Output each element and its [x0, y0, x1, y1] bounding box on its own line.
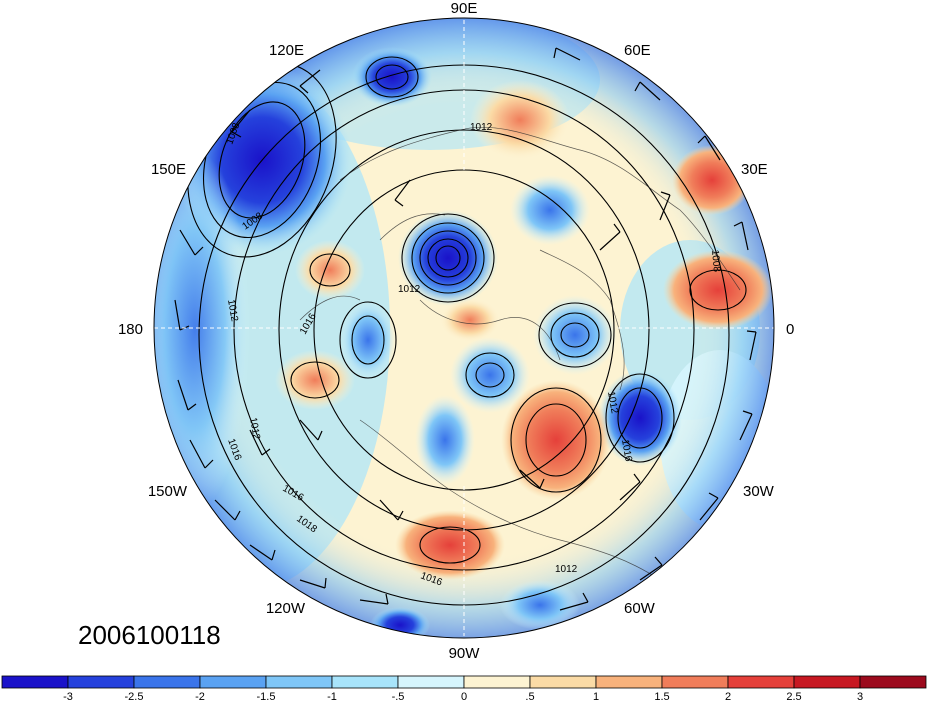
anomaly-neg-small-north — [352, 47, 432, 107]
isobar-label: 1008 — [709, 249, 722, 273]
colorbar-swatch — [661, 675, 729, 689]
lon-label-180: 180 — [118, 321, 143, 338]
colorbar-swatch — [529, 675, 597, 689]
anomaly-neg-canada — [415, 395, 475, 485]
colorbar-swatch — [727, 675, 795, 689]
anomaly-neg-ural — [510, 175, 590, 245]
colorbar-swatch — [463, 675, 531, 689]
colorbar-tick-label: -.5 — [392, 691, 405, 702]
anomaly-pos-north-pacific — [395, 510, 505, 580]
colorbar-swatch — [397, 675, 465, 689]
lon-label-60w: 60W — [624, 600, 656, 617]
anomaly-neg-hudson-bay — [450, 337, 530, 413]
colorbar-swatch — [1, 675, 69, 689]
lon-label-150e: 150E — [151, 161, 186, 178]
wind-barbs — [174, 47, 757, 611]
anomaly-neg-north-atlantic — [598, 370, 682, 466]
colorbar-tick-label: 2.5 — [786, 691, 801, 702]
lon-label-120w: 120W — [266, 600, 306, 617]
anomaly-neg-arctic-siberia — [398, 210, 498, 306]
anomaly-pos-central-asia — [470, 80, 570, 160]
anomaly-pos-europe-north — [672, 145, 752, 215]
colorbar-swatch — [331, 675, 399, 689]
isobar-label: 1012 — [605, 391, 620, 415]
colorbar-tick-label: 1.5 — [654, 691, 669, 702]
colorbar-swatch — [133, 675, 201, 689]
colorbar-tick-label: 3 — [857, 691, 863, 702]
colorbar-swatch — [793, 675, 861, 689]
colorbar-swatch — [67, 675, 135, 689]
anomaly-pos-alaska — [295, 240, 365, 300]
anomaly-neg-scandinavia — [533, 295, 617, 375]
lon-label-60e: 60E — [624, 42, 651, 59]
colorbar-swatch — [265, 675, 333, 689]
lon-label-0: 0 — [786, 321, 794, 338]
coastlines — [299, 126, 741, 581]
lon-label-120e: 120E — [269, 42, 304, 59]
isobar-label: 1012 — [470, 122, 493, 133]
colorbar-tick-label: -3 — [63, 691, 73, 702]
colorbar: -3 -2.5 -2 -1.5 -1 -.5 0 .5 1 1.5 2 2.5 3 — [1, 675, 927, 702]
colorbar-tick-label: .5 — [525, 691, 534, 702]
map-border — [153, 17, 775, 639]
isobar-label: 1012 — [555, 564, 578, 575]
lon-label-150w: 150W — [148, 483, 188, 500]
isobar-label: 1012 — [225, 299, 240, 323]
isobar-label: 1016 — [619, 439, 634, 463]
map-disk — [154, 18, 774, 638]
colorbar-swatch — [199, 675, 267, 689]
colorbar-tick-label: 1 — [593, 691, 599, 702]
lon-label-30e: 30E — [741, 161, 768, 178]
lon-label-30w: 30W — [743, 483, 775, 500]
colorbar-tick-label: 2 — [725, 691, 731, 702]
colorbar-tick-label: 0 — [461, 691, 467, 702]
colorbar-tick-label: -1.5 — [257, 691, 276, 702]
timestamp-label: 2006100118 — [78, 620, 221, 650]
colorbar-tick-label: -2.5 — [125, 691, 144, 702]
longitude-labels: 90E 60E 30E 0 30W 60W 90W 120W 150W 180 … — [118, 0, 794, 662]
colorbar-tick-label: -2 — [195, 691, 205, 702]
colorbar-tick-label: -1 — [327, 691, 337, 702]
anomaly-pos-northern-europe — [663, 250, 773, 330]
lon-label-90e: 90E — [451, 0, 478, 17]
colorbar-swatch — [595, 675, 663, 689]
anomaly-pos-aleutian — [275, 350, 355, 410]
colorbar-swatch — [859, 675, 927, 689]
anomaly-neg-bering — [340, 300, 396, 380]
anomaly-pos-siberia — [440, 298, 500, 342]
anomaly-neg-atlantic-south — [500, 580, 580, 630]
isobar-label: 1012 — [247, 417, 262, 441]
isobar-label: 1012 — [398, 284, 421, 295]
lon-label-90w: 90W — [449, 645, 481, 662]
meridian-lines — [154, 20, 774, 636]
anomaly-pos-greenland-east — [501, 380, 611, 500]
anomaly-neg-south-pacific — [370, 607, 430, 638]
